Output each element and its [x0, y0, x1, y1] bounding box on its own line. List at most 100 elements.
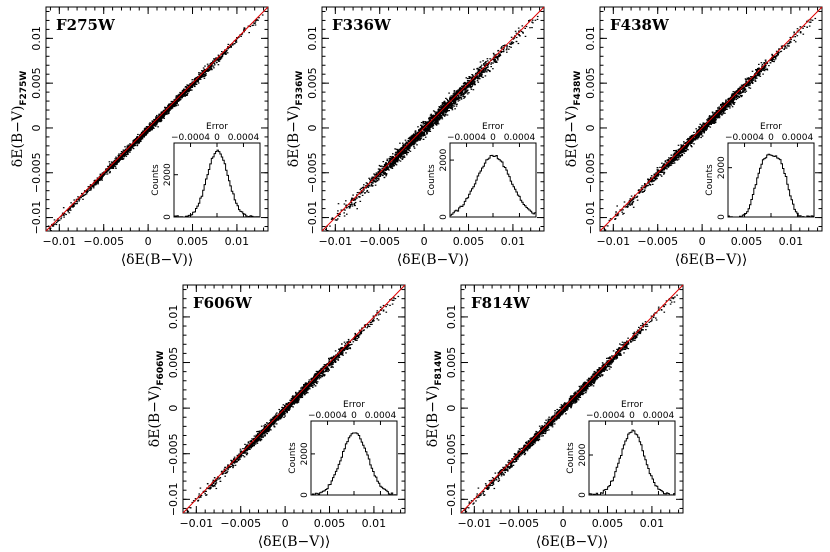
data-point — [444, 114, 447, 116]
data-point — [127, 151, 129, 153]
data-point — [431, 122, 433, 124]
data-point — [150, 129, 153, 131]
data-point — [454, 99, 456, 101]
data-point — [409, 150, 412, 152]
inset-x-tick-label: −0.0004 — [171, 133, 210, 143]
data-point — [160, 116, 162, 118]
data-point — [144, 133, 146, 135]
data-point — [448, 106, 450, 108]
data-point — [494, 60, 497, 62]
data-point — [60, 216, 63, 218]
data-point — [435, 124, 438, 126]
data-point — [196, 76, 198, 79]
data-point — [508, 46, 511, 48]
data-point — [446, 109, 448, 111]
data-point — [453, 94, 456, 96]
data-point — [443, 102, 446, 104]
data-point — [89, 186, 92, 189]
data-point — [149, 128, 151, 130]
data-point — [393, 165, 395, 167]
data-point — [155, 116, 157, 118]
data-point — [436, 112, 438, 114]
data-point — [183, 89, 185, 91]
data-point — [243, 28, 245, 30]
data-point — [63, 213, 66, 215]
data-point — [454, 97, 456, 99]
data-point — [351, 203, 353, 205]
data-point — [434, 122, 437, 124]
data-point — [344, 209, 346, 211]
inset-y-label: Counts — [427, 164, 437, 196]
data-point — [144, 127, 147, 129]
data-point — [253, 22, 255, 24]
data-point — [105, 168, 107, 170]
data-point — [395, 156, 398, 158]
data-point — [474, 74, 477, 76]
data-point — [468, 77, 471, 80]
data-point — [493, 58, 496, 60]
data-point — [212, 65, 215, 67]
data-point — [373, 176, 375, 178]
data-point — [485, 61, 487, 63]
data-point — [445, 102, 448, 104]
data-point — [225, 51, 227, 53]
data-point — [511, 41, 513, 43]
data-point — [524, 27, 526, 29]
data-point — [158, 113, 160, 115]
data-point — [457, 89, 459, 91]
data-point — [235, 40, 237, 42]
data-point — [53, 219, 56, 221]
data-point — [429, 122, 432, 124]
data-point — [466, 89, 469, 92]
data-point — [95, 184, 97, 186]
data-point — [147, 128, 150, 130]
data-point — [387, 166, 389, 168]
data-point — [419, 139, 421, 141]
data-point — [413, 146, 415, 148]
data-point — [502, 51, 505, 53]
data-point — [160, 118, 162, 120]
data-point — [121, 155, 124, 157]
data-point — [405, 152, 407, 154]
data-point — [521, 25, 524, 27]
y-tick-label: 0.01 — [306, 26, 319, 51]
data-point — [448, 102, 451, 104]
data-point — [114, 162, 117, 164]
data-point — [398, 154, 401, 157]
data-point — [453, 103, 456, 105]
data-point — [167, 104, 169, 106]
data-point — [197, 77, 200, 80]
data-point — [364, 192, 366, 194]
data-point — [429, 118, 431, 120]
data-point — [413, 141, 416, 144]
data-point — [72, 203, 75, 205]
data-point — [414, 131, 417, 133]
data-point — [439, 118, 441, 120]
data-point — [181, 89, 184, 91]
data-point — [360, 187, 363, 189]
y-tick-label: 0.005 — [30, 67, 43, 99]
data-point — [188, 90, 190, 92]
data-point — [118, 154, 121, 156]
data-point — [434, 121, 436, 123]
data-point — [181, 97, 183, 99]
data-point — [113, 163, 116, 165]
data-point — [149, 122, 151, 124]
data-point — [443, 100, 446, 102]
data-point — [349, 205, 352, 207]
data-point — [114, 166, 117, 168]
data-point — [177, 95, 179, 97]
data-point — [528, 20, 530, 22]
data-point — [164, 106, 166, 108]
data-point — [460, 98, 463, 100]
data-point — [431, 126, 434, 128]
data-point — [198, 74, 201, 76]
data-point — [61, 212, 64, 214]
data-point — [441, 105, 444, 107]
data-point — [175, 102, 178, 104]
data-point — [370, 184, 373, 186]
data-point — [489, 70, 491, 73]
data-point — [420, 128, 422, 130]
x-tick-label: 0 — [145, 235, 152, 248]
data-point — [146, 129, 148, 131]
